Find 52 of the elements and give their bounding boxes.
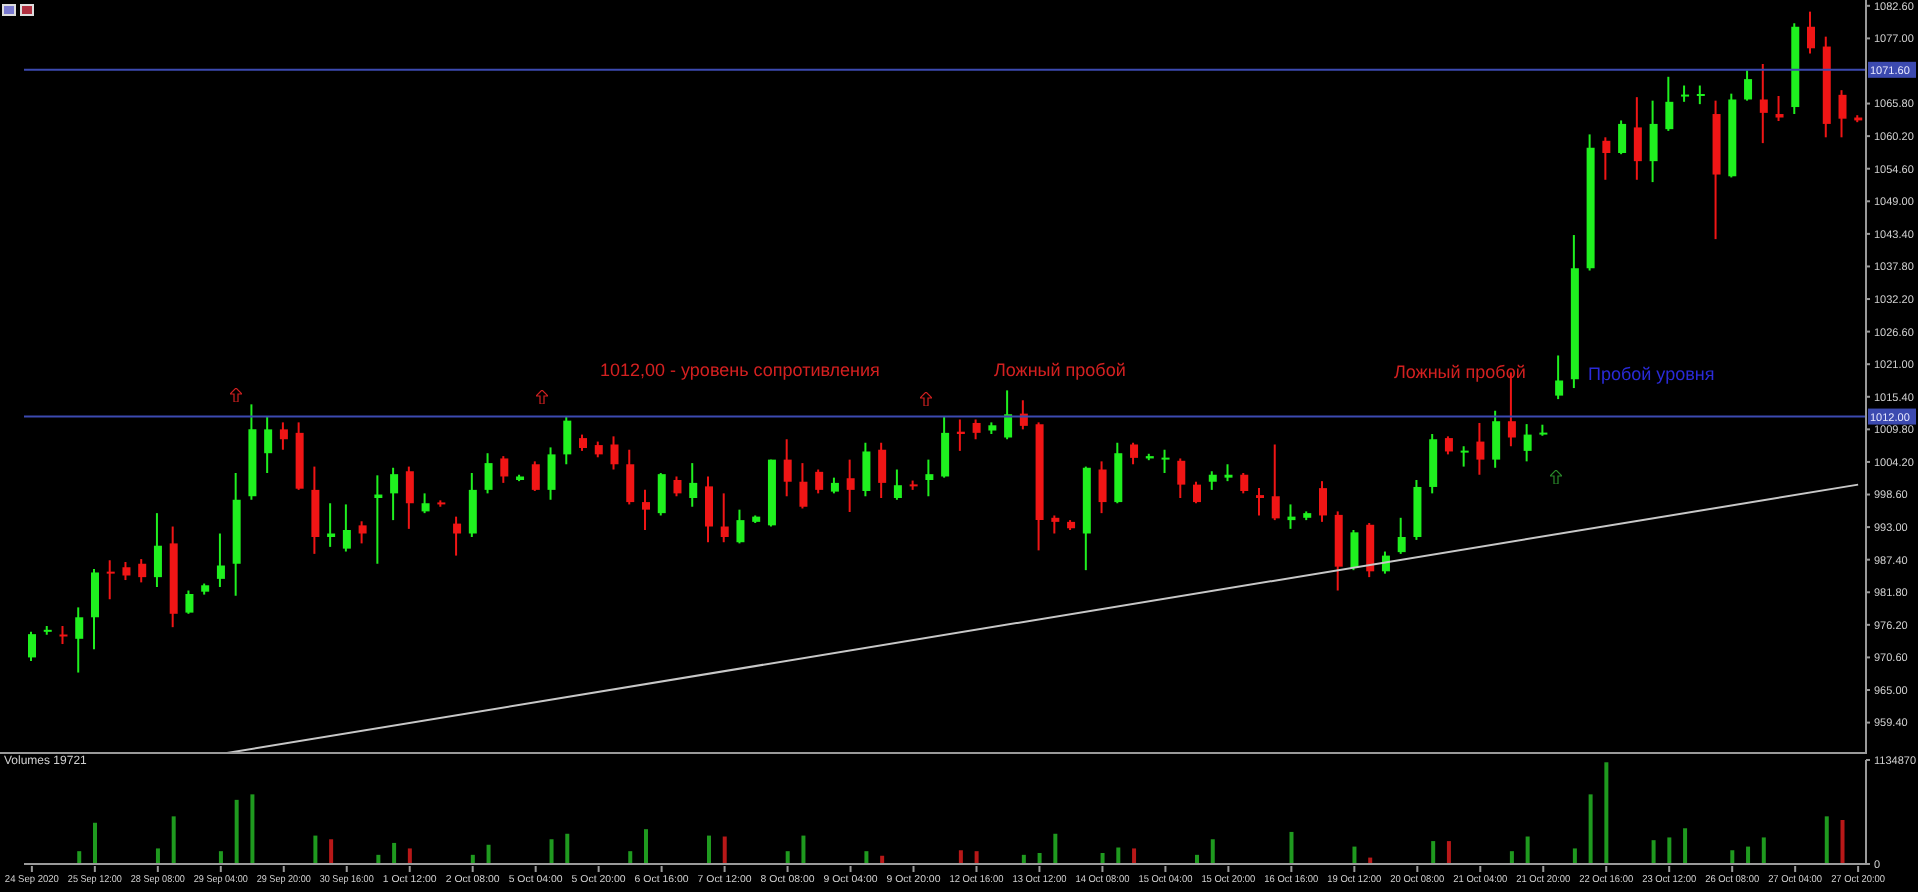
bar — [1525, 836, 1530, 864]
candlestick — [106, 560, 115, 600]
annotation: Ложный пробой — [994, 360, 1126, 380]
bar — [1431, 841, 1436, 864]
bar — [1037, 853, 1042, 864]
bar — [785, 851, 790, 864]
bar — [1588, 794, 1593, 864]
bar — [722, 836, 727, 864]
bar — [1824, 816, 1829, 864]
bar — [1053, 833, 1058, 864]
bar — [1604, 762, 1609, 864]
bar — [1210, 839, 1215, 864]
bar — [974, 851, 979, 864]
bar — [329, 839, 334, 864]
bar — [1651, 840, 1656, 864]
bar — [1840, 820, 1845, 864]
bar — [628, 851, 633, 864]
bar — [92, 822, 97, 864]
bar — [218, 851, 223, 864]
bar — [171, 816, 176, 864]
annotation: 1012,00 - уровень сопротивления — [600, 360, 880, 380]
bar — [234, 799, 239, 864]
bar — [1730, 850, 1735, 864]
annotation: Пробой уровня — [1588, 364, 1715, 384]
bar — [1683, 828, 1688, 864]
bar — [407, 848, 412, 864]
bar — [1509, 851, 1514, 864]
bar — [313, 835, 318, 864]
bar — [155, 848, 160, 864]
bar — [1761, 837, 1766, 864]
bar — [250, 794, 255, 864]
bar — [1100, 853, 1105, 864]
bar — [1746, 846, 1751, 864]
bar — [1446, 841, 1451, 864]
bar — [1289, 831, 1294, 864]
annotation: Ложный пробой — [1394, 362, 1526, 382]
bar — [1116, 847, 1121, 864]
bar — [864, 851, 869, 864]
bar — [706, 835, 711, 864]
bar — [565, 833, 570, 864]
bar — [1132, 848, 1137, 864]
bar — [644, 829, 648, 864]
bar — [486, 844, 491, 864]
bar — [958, 850, 963, 864]
bar — [1667, 837, 1672, 864]
bar — [801, 835, 806, 864]
bar — [1352, 846, 1357, 864]
bar — [1572, 848, 1577, 864]
bar — [77, 851, 82, 864]
bar — [549, 839, 554, 864]
candlestick — [1460, 446, 1469, 467]
bar — [392, 842, 397, 864]
